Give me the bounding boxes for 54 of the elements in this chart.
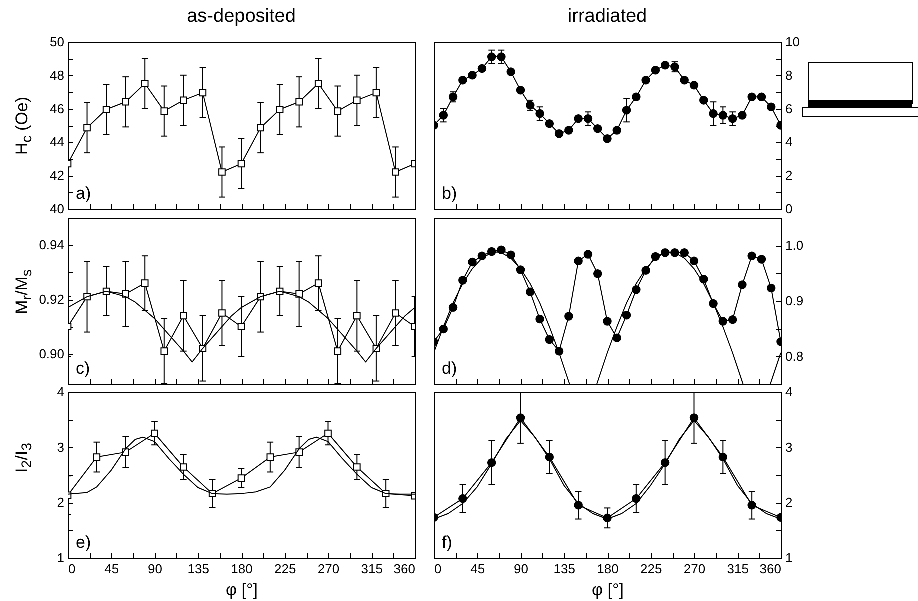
x-tick-label: 135: [187, 561, 209, 576]
y-tick-label: 44: [50, 134, 64, 150]
x-tick-label: 45: [104, 561, 119, 576]
x-tick-label: 180: [596, 561, 618, 576]
y-tick-label: 2: [785, 168, 792, 183]
x-tick-label: 360: [393, 561, 415, 576]
x-tick-label: 225: [274, 561, 296, 576]
y-tick-label: 3: [56, 439, 64, 454]
x-tick-label: 0: [434, 561, 442, 576]
y-tick-label: 0.94: [38, 237, 64, 252]
y-tick-label: 2: [56, 494, 64, 510]
y-tick-label: 0.90: [38, 346, 64, 362]
x-tick-label: 270: [683, 561, 706, 576]
y-tick-label: 42: [50, 168, 64, 183]
y-tick-label: 6: [785, 100, 792, 116]
y-tick-label: 1: [56, 550, 64, 565]
annotation: d): [442, 358, 457, 378]
y-tick-label: 4: [785, 384, 792, 399]
annotation: c): [76, 358, 90, 378]
y-tick-label: 40: [50, 201, 64, 216]
y-tick-label: 4: [785, 134, 792, 150]
annotation: e): [76, 532, 91, 552]
x-tick-label: 315: [726, 561, 748, 576]
y-tick-label: 0: [785, 201, 792, 216]
y-tick-label: 2: [785, 494, 792, 510]
y-tick-label: 8: [785, 67, 792, 82]
y-tick-label: 0.9: [785, 293, 804, 308]
y-tick-label: 50: [50, 34, 64, 49]
y-tick-label: 0.92: [38, 292, 64, 307]
x-tick-label: 90: [514, 561, 528, 576]
y-tick-label: 1.0: [785, 238, 804, 253]
annotation: b): [442, 184, 457, 202]
x-axis-title: φ [°]: [226, 580, 258, 599]
chart-title: as-deposited: [186, 6, 296, 26]
x-tick-label: 225: [640, 561, 662, 576]
y-tick-label: 0.8: [785, 348, 804, 364]
x-tick-label: 135: [553, 561, 575, 576]
annotation: f): [442, 532, 452, 552]
x-tick-label: 315: [360, 561, 382, 576]
x-tick-label: 0: [68, 561, 76, 576]
x-tick-label: 45: [470, 561, 485, 576]
chart-title: irradiated: [567, 6, 647, 26]
y-tick-label: 10: [785, 34, 800, 49]
x-tick-label: 360: [759, 561, 781, 576]
y-tick-label: 48: [50, 67, 64, 82]
y-tick-label: 4: [56, 384, 64, 399]
y-tick-label: 1: [785, 550, 792, 565]
x-tick-label: 180: [230, 561, 252, 576]
x-tick-label: 270: [317, 561, 340, 576]
x-axis-title: φ [°]: [592, 580, 624, 599]
annotation: a): [76, 184, 91, 202]
x-tick-label: 90: [148, 561, 162, 576]
y-tick-label: 46: [50, 100, 64, 116]
y-tick-label: 3: [785, 439, 792, 454]
